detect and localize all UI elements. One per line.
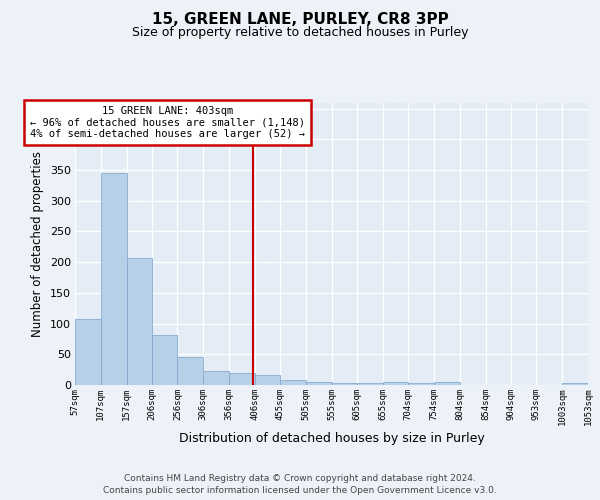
Bar (306, 382, 331, 385)
Bar (562, 383, 588, 385)
X-axis label: Distribution of detached houses by size in Purley: Distribution of detached houses by size … (179, 432, 484, 446)
Bar (408, 383, 434, 385)
Bar (280, 380, 306, 385)
Bar (127, 258, 152, 385)
Bar (178, 358, 203, 385)
Text: 15, GREEN LANE, PURLEY, CR8 3PP: 15, GREEN LANE, PURLEY, CR8 3PP (152, 12, 448, 28)
Text: Contains HM Land Registry data © Crown copyright and database right 2024.: Contains HM Land Registry data © Crown c… (124, 474, 476, 483)
Text: Contains public sector information licensed under the Open Government Licence v3: Contains public sector information licen… (103, 486, 497, 495)
Text: Size of property relative to detached houses in Purley: Size of property relative to detached ho… (132, 26, 468, 39)
Bar (75, 318, 101, 385)
Bar (101, 173, 127, 385)
Bar (357, 383, 383, 385)
Y-axis label: Number of detached properties: Number of detached properties (31, 151, 44, 337)
Bar (152, 334, 178, 385)
Bar (383, 382, 408, 385)
Bar (331, 383, 357, 385)
Text: 15 GREEN LANE: 403sqm
← 96% of detached houses are smaller (1,148)
4% of semi-de: 15 GREEN LANE: 403sqm ← 96% of detached … (30, 106, 305, 140)
Bar (229, 372, 255, 385)
Bar (434, 382, 460, 385)
Bar (203, 372, 229, 385)
Bar (255, 375, 280, 385)
